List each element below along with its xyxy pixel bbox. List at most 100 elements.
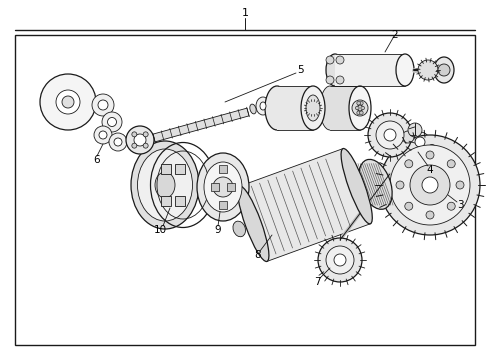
- Bar: [277, 86, 313, 130]
- Bar: [219, 165, 227, 173]
- Bar: [227, 183, 235, 191]
- Ellipse shape: [301, 86, 325, 130]
- Text: 5: 5: [296, 65, 303, 75]
- Bar: [15, 35, 475, 345]
- Bar: [392, 141, 412, 149]
- Circle shape: [384, 129, 396, 141]
- Circle shape: [415, 137, 425, 147]
- Circle shape: [405, 160, 413, 168]
- Text: 4: 4: [427, 165, 433, 175]
- Circle shape: [424, 140, 440, 156]
- Circle shape: [334, 254, 346, 266]
- Circle shape: [376, 121, 404, 149]
- Circle shape: [402, 131, 414, 143]
- Bar: [240, 149, 370, 261]
- Circle shape: [98, 100, 108, 110]
- Circle shape: [132, 143, 137, 148]
- Circle shape: [456, 181, 464, 189]
- Circle shape: [355, 106, 359, 110]
- Text: 6: 6: [94, 155, 100, 165]
- Circle shape: [447, 202, 455, 210]
- Ellipse shape: [238, 186, 269, 261]
- Circle shape: [99, 131, 107, 139]
- Circle shape: [447, 160, 455, 168]
- Bar: [330, 86, 360, 130]
- Circle shape: [109, 133, 127, 151]
- Circle shape: [357, 105, 363, 111]
- Bar: [161, 165, 171, 175]
- Circle shape: [132, 132, 137, 137]
- Ellipse shape: [306, 95, 320, 121]
- Circle shape: [408, 123, 422, 137]
- Circle shape: [94, 126, 112, 144]
- Ellipse shape: [131, 141, 199, 229]
- Circle shape: [114, 138, 122, 146]
- Circle shape: [62, 96, 74, 108]
- Ellipse shape: [155, 172, 175, 198]
- Bar: [175, 165, 185, 175]
- Ellipse shape: [341, 149, 372, 224]
- Circle shape: [410, 165, 450, 205]
- Circle shape: [360, 102, 363, 105]
- Ellipse shape: [396, 54, 414, 86]
- Circle shape: [390, 145, 470, 225]
- Circle shape: [143, 132, 148, 137]
- Text: 9: 9: [215, 225, 221, 235]
- Ellipse shape: [265, 86, 289, 130]
- Ellipse shape: [197, 153, 249, 221]
- Circle shape: [326, 246, 354, 274]
- Circle shape: [326, 76, 334, 84]
- Circle shape: [357, 102, 361, 105]
- Circle shape: [428, 144, 436, 152]
- Circle shape: [426, 211, 434, 219]
- Circle shape: [352, 100, 368, 116]
- Circle shape: [438, 64, 450, 76]
- Text: 10: 10: [153, 225, 167, 235]
- Circle shape: [336, 76, 344, 84]
- Circle shape: [318, 238, 362, 282]
- Ellipse shape: [233, 221, 245, 237]
- Circle shape: [396, 181, 404, 189]
- Circle shape: [360, 111, 363, 114]
- Ellipse shape: [204, 162, 242, 212]
- Bar: [161, 195, 171, 206]
- Circle shape: [405, 202, 413, 210]
- Circle shape: [418, 60, 438, 80]
- Circle shape: [126, 126, 154, 154]
- Ellipse shape: [326, 54, 344, 86]
- Bar: [219, 201, 227, 209]
- Ellipse shape: [359, 159, 392, 209]
- Bar: [335, 54, 405, 86]
- Circle shape: [213, 177, 233, 197]
- Bar: [175, 195, 185, 206]
- Circle shape: [361, 106, 365, 110]
- Text: 7: 7: [314, 277, 320, 287]
- Text: 1: 1: [242, 8, 248, 18]
- Ellipse shape: [320, 86, 340, 130]
- Text: 8: 8: [255, 250, 261, 260]
- Circle shape: [426, 151, 434, 159]
- Circle shape: [56, 90, 80, 114]
- Circle shape: [368, 113, 412, 157]
- Circle shape: [380, 135, 480, 235]
- Circle shape: [336, 56, 344, 64]
- Bar: [153, 108, 249, 142]
- Circle shape: [326, 56, 334, 64]
- Text: 3: 3: [457, 200, 464, 210]
- Bar: [404, 141, 412, 169]
- Ellipse shape: [256, 97, 270, 115]
- Circle shape: [143, 143, 148, 148]
- Circle shape: [107, 117, 117, 126]
- Circle shape: [357, 111, 361, 114]
- Ellipse shape: [260, 102, 266, 110]
- Circle shape: [92, 94, 114, 116]
- Circle shape: [102, 112, 122, 132]
- Ellipse shape: [434, 57, 454, 83]
- Circle shape: [410, 132, 430, 152]
- Text: 2: 2: [392, 30, 398, 40]
- Ellipse shape: [250, 104, 256, 114]
- Ellipse shape: [138, 149, 193, 221]
- Ellipse shape: [349, 86, 371, 130]
- Circle shape: [40, 74, 96, 130]
- Circle shape: [134, 134, 146, 146]
